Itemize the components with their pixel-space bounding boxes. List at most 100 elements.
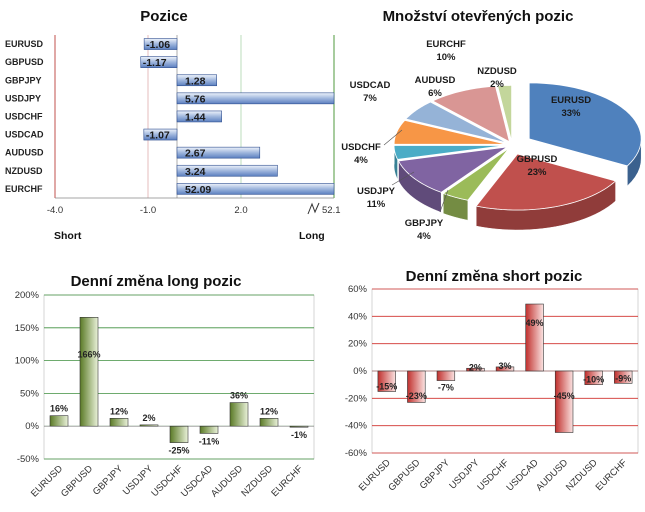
y-tick-label: -50% — [17, 454, 40, 465]
x-tick-label: 2.0 — [234, 205, 247, 216]
data-label: 49% — [526, 318, 544, 328]
bar — [229, 402, 249, 427]
chart4-title: Denní změna short pozic — [406, 268, 583, 285]
pie-label-value: 10% — [436, 52, 456, 63]
pie-label-value: 23% — [527, 167, 547, 178]
pie-slice — [393, 145, 507, 160]
pie-label-value: 4% — [354, 155, 368, 166]
category-label: EURUSD — [5, 39, 44, 49]
data-label: 12% — [110, 406, 128, 416]
bar — [49, 415, 69, 427]
data-label: -11% — [199, 436, 220, 446]
data-label: 3% — [498, 361, 511, 371]
category-label: AUDUSD — [209, 463, 245, 499]
bar — [109, 418, 129, 427]
bar — [436, 370, 456, 381]
bar — [259, 418, 279, 427]
pie-label-value: 33% — [561, 108, 581, 119]
bar — [554, 370, 574, 433]
pie-slice — [431, 85, 511, 143]
category-label: GBPUSD — [5, 57, 44, 67]
y-tick-label: 100% — [15, 356, 40, 367]
bar — [139, 424, 159, 427]
bar — [143, 38, 178, 50]
data-label: 166% — [77, 349, 100, 359]
bar — [140, 56, 178, 68]
bar — [176, 92, 335, 105]
pie-label-value: 6% — [428, 88, 442, 99]
long-change-bar-chart: -50% 0% 50% 100% 150% 200% 16% EURUSD 166% GBPUSD… — [15, 290, 315, 499]
data-label: 2.67 — [185, 148, 206, 160]
data-label: -1% — [291, 430, 307, 440]
category-label: GBPUSD — [386, 457, 422, 493]
bar — [466, 367, 485, 372]
bar — [79, 317, 99, 427]
bar — [614, 370, 633, 384]
y-tick-label: 50% — [20, 388, 40, 399]
data-label: 12% — [260, 406, 278, 416]
pie-label-value: 7% — [363, 93, 377, 104]
pie-slice — [393, 119, 507, 145]
data-label: -15% — [376, 382, 397, 392]
y-tick-label: 20% — [348, 339, 368, 350]
data-label: 5.76 — [185, 93, 206, 105]
bar — [176, 74, 217, 87]
pie-label-name: AUDUSD — [415, 75, 456, 86]
data-label: -7% — [438, 383, 454, 393]
category-label: USDCAD — [179, 463, 215, 499]
data-label: -25% — [168, 446, 189, 456]
pie-label-value: 4% — [417, 231, 431, 242]
data-label: -9% — [615, 373, 631, 383]
data-label: 2% — [142, 413, 155, 423]
pie-label-name: GBPUSD — [517, 154, 558, 165]
category-label: USDCAD — [5, 130, 44, 140]
category-label: GBPUSD — [59, 463, 95, 499]
pie-label-name: EURCHF — [426, 39, 466, 50]
data-label: 36% — [230, 391, 248, 401]
bar — [176, 146, 261, 159]
pie-slice — [405, 101, 508, 144]
pie-label-value: 2% — [490, 79, 504, 90]
y-tick-label: 0% — [353, 366, 367, 377]
data-label: -10% — [583, 375, 604, 385]
bar — [143, 128, 178, 141]
bar — [377, 370, 396, 392]
short-label: Short — [54, 230, 82, 242]
data-label: -23% — [406, 391, 427, 401]
y-tick-label: -20% — [345, 393, 368, 404]
y-tick-label: -60% — [345, 448, 368, 459]
category-label: EURUSD — [29, 463, 65, 499]
pie-slice — [397, 146, 508, 193]
y-tick-label: 150% — [15, 323, 40, 334]
category-label: AUDUSD — [5, 148, 44, 158]
data-label: 1.44 — [185, 111, 206, 123]
long-label: Long — [299, 230, 325, 242]
pie-label-name: USDJPY — [357, 186, 396, 197]
bar — [407, 370, 426, 403]
y-tick-label: 0% — [25, 421, 39, 432]
data-label: -1.07 — [146, 130, 170, 142]
category-label: NZDUSD — [239, 463, 275, 499]
pie-slice — [528, 82, 642, 167]
data-label: 16% — [50, 404, 68, 414]
bar — [199, 425, 219, 434]
category-label: GBPJPY — [91, 463, 126, 498]
data-label: -45% — [554, 391, 575, 401]
category-label: EURCHF — [594, 457, 630, 493]
axis-break-label: 52.1 — [322, 205, 341, 216]
category-label: EURCHF — [269, 463, 305, 499]
pie-label-name: USDCHF — [341, 142, 381, 153]
bar — [289, 425, 309, 428]
bar — [176, 183, 335, 195]
bar — [169, 425, 189, 443]
open-positions-pie-chart: EURUSD 33% GBPUSD 23% GBPJPY 4% USDJPY 11% USDCH… — [341, 39, 642, 242]
y-tick-label: 60% — [348, 284, 368, 295]
pie-label-value: 11% — [367, 199, 386, 210]
pie-label-name: USDCAD — [350, 80, 391, 91]
category-label: GBPJPY — [418, 457, 453, 492]
chart1-title: Pozice — [140, 8, 188, 25]
pie-slice — [497, 85, 513, 142]
data-label: 2% — [469, 362, 482, 372]
x-tick-label: -1.0 — [140, 205, 156, 216]
